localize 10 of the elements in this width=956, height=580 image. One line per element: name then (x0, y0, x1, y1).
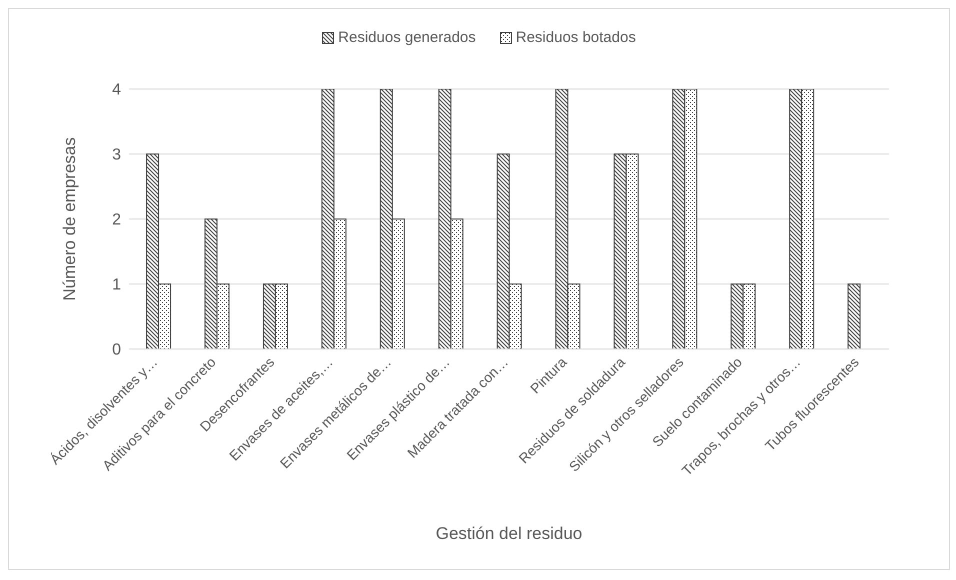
x-axis-title: Gestión del residuo (436, 524, 582, 543)
y-tick-label: 1 (112, 276, 122, 294)
legend-label: Residuos botados (514, 29, 636, 46)
y-tick-label: 2 (112, 212, 122, 229)
y-tick-label: 4 (112, 82, 122, 99)
legend-label: Residuos generados (337, 29, 476, 46)
y-tick-label: 0 (112, 342, 122, 359)
bar (848, 284, 861, 349)
y-tick-label: 3 (112, 146, 122, 164)
y-axis-title: Número de empresas (60, 137, 80, 301)
